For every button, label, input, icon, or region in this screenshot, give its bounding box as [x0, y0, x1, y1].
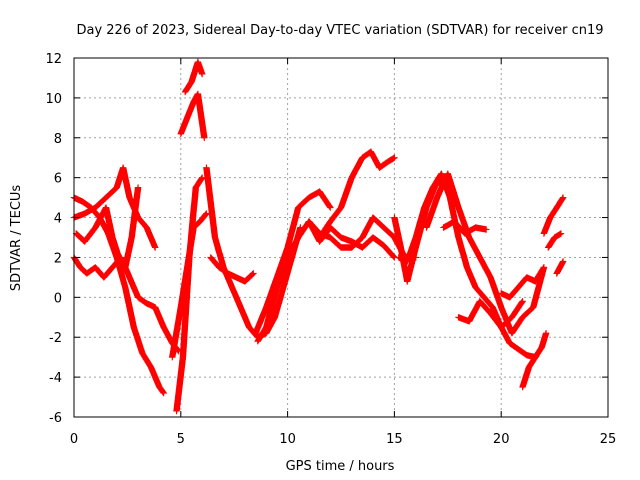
data-point-markers: [252, 188, 334, 337]
data-point-markers: [177, 90, 208, 141]
y-tick-label: 4: [54, 212, 62, 227]
series-track-6: [169, 210, 210, 361]
data-point-markers: [169, 210, 210, 361]
series-track-19: [455, 298, 526, 331]
plot-frame: [73, 57, 609, 418]
y-tick-label: 10: [45, 92, 62, 107]
grid: [74, 58, 608, 417]
y-tick-label: -4: [49, 371, 62, 386]
data-point-markers: [181, 58, 206, 96]
series-track-16: [395, 170, 539, 361]
series-track-20: [498, 264, 548, 301]
x-tick-label: 20: [493, 432, 510, 447]
series-track-21: [519, 330, 550, 391]
series-track-1: [70, 194, 167, 397]
data-point-markers: [545, 230, 565, 251]
x-tick-label: 15: [386, 432, 403, 447]
data-point-markers: [423, 170, 548, 337]
series-track-18: [440, 218, 490, 237]
y-tick-label: 12: [45, 52, 62, 67]
series-track-15: [391, 178, 451, 285]
series-track-7: [177, 90, 208, 141]
x-tick-label: 5: [177, 432, 185, 447]
y-tick-label: 0: [54, 291, 62, 306]
y-axis-label: SDTVAR / TECUs: [9, 185, 24, 292]
series-track-9: [203, 164, 304, 341]
series-track-8: [181, 58, 206, 96]
series-track-13: [316, 148, 398, 241]
data-point-markers: [395, 170, 539, 361]
data-point-markers: [173, 174, 206, 415]
y-tick-label: -6: [49, 411, 62, 426]
series-track-10: [207, 254, 257, 285]
y-tick-label: 6: [54, 172, 62, 187]
data-point-markers: [519, 330, 550, 391]
x-tick-label: 25: [600, 432, 617, 447]
y-tick-label: -2: [49, 331, 62, 346]
data-marks: [70, 58, 567, 415]
x-axis-label: GPS time / hours: [286, 459, 395, 474]
series-track-4: [72, 184, 142, 271]
series-track-17: [423, 170, 548, 337]
x-tick-label: 0: [70, 432, 78, 447]
data-point-markers: [207, 254, 257, 285]
series-track-23: [545, 230, 565, 251]
data-point-markers: [540, 194, 567, 237]
y-tick-label: 8: [54, 132, 62, 147]
data-point-markers: [203, 164, 304, 341]
axis-ticks: [73, 57, 609, 418]
series-track-11: [252, 188, 334, 337]
y-tick-label: 2: [54, 251, 62, 266]
data-point-markers: [553, 258, 567, 277]
data-point-markers: [391, 178, 451, 285]
data-point-markers: [455, 298, 526, 331]
tick-labels: 0 5 10 15 20 25 -6 -4 -2 0 2 4 6 8 10 12: [45, 52, 616, 447]
x-tick-label: 10: [279, 432, 296, 447]
data-point-markers: [316, 148, 398, 241]
data-point-markers: [72, 184, 142, 271]
chart-title: Day 226 of 2023, Sidereal Day-to-day VTE…: [76, 23, 603, 38]
series-track-24: [553, 258, 567, 277]
data-point-markers: [70, 194, 167, 397]
data-point-markers: [440, 218, 490, 237]
series-track-5: [173, 174, 206, 415]
series-track-22: [540, 194, 567, 237]
data-point-markers: [498, 264, 548, 301]
